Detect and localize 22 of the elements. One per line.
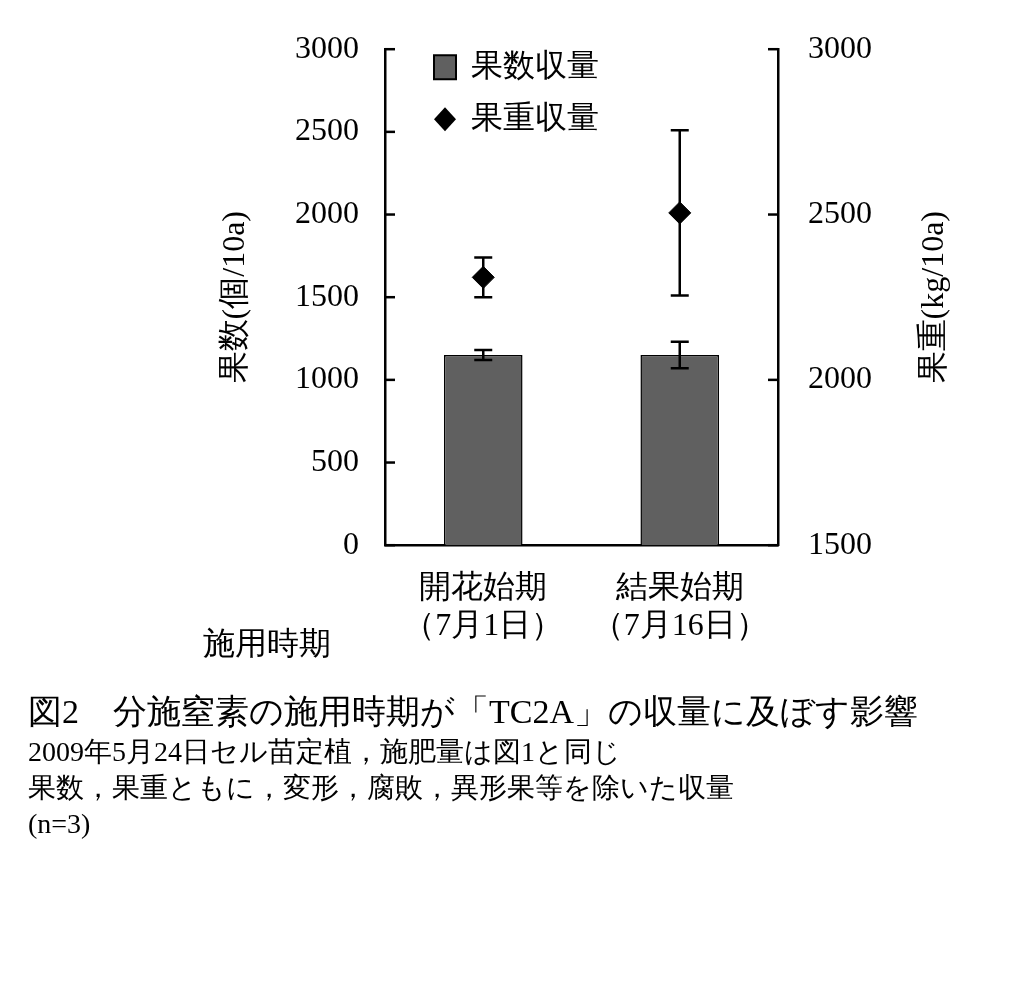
y-tick-label: 2000 bbox=[295, 193, 359, 230]
legend-label: 果重収量 bbox=[471, 98, 599, 135]
text: 2009年5月24日セル苗定植，施肥量は図1と同じ bbox=[28, 735, 622, 769]
text: (n=3) bbox=[28, 807, 92, 841]
y2-axis-title: 果重(kg/10a) bbox=[914, 211, 951, 384]
y2-tick-label: 3000 bbox=[808, 28, 872, 65]
y-tick-label: 500 bbox=[311, 441, 359, 478]
y2-tick-label: 1500 bbox=[808, 524, 872, 561]
y-tick-label: 1500 bbox=[295, 276, 359, 313]
x-tick-label: 開花始期（7月1日） bbox=[403, 567, 564, 643]
y-tick-label: 2500 bbox=[295, 111, 359, 148]
y-tick-label: 0 bbox=[343, 524, 359, 561]
text: 果数，果重ともに，変形，腐敗，異形果等を除いた収量 bbox=[28, 771, 735, 805]
legend-label: 果数収量 bbox=[471, 46, 599, 83]
text: 図2 分施窒素の施用時期が「TC2A」の収量に及ぼす影響 bbox=[28, 692, 919, 732]
y-tick-label: 3000 bbox=[295, 28, 359, 65]
y2-tick-label: 2500 bbox=[808, 193, 872, 230]
x-tick-label: 結果始期（7月16日） bbox=[591, 567, 768, 643]
x-axis-title: 施用時期 bbox=[203, 624, 331, 661]
y-axis-title: 果数(個/10a) bbox=[215, 211, 252, 384]
y-tick-label: 1000 bbox=[295, 359, 359, 396]
y2-tick-label: 2000 bbox=[808, 359, 872, 396]
